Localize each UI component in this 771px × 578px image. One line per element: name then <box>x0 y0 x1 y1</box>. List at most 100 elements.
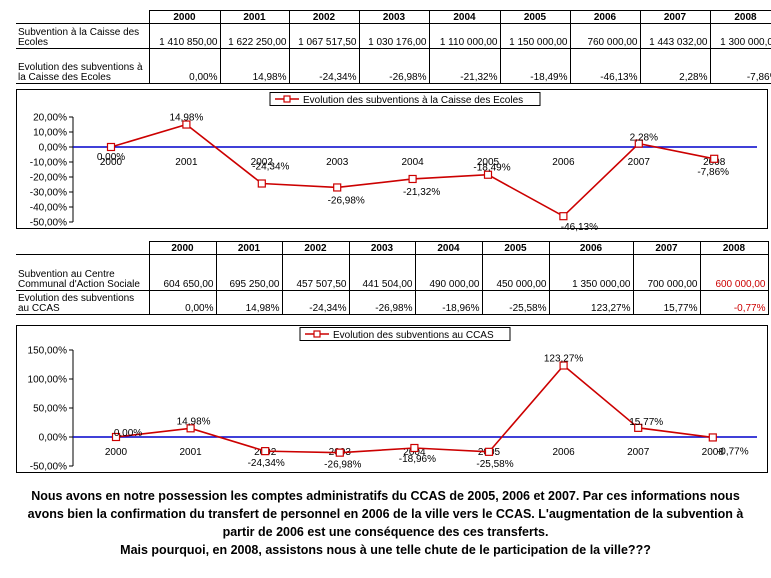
data-label: -18,96% <box>399 454 436 465</box>
year-header: 2005 <box>481 241 550 255</box>
table-cell: 760 000,00 <box>569 23 641 49</box>
data-point <box>559 212 568 221</box>
table-row: Subvention à la Caisse des Ecoles 1 410 … <box>16 23 771 49</box>
row-label: Subvention au Centre Communal d'Action S… <box>16 254 150 291</box>
row-label: Subvention à la Caisse des Ecoles <box>16 23 150 49</box>
data-point <box>111 432 121 442</box>
x-tick-label: 2001 <box>179 447 202 458</box>
data-point <box>559 361 568 370</box>
row-label: Evolution des subventions à la Caisse de… <box>16 48 150 84</box>
table-cell: 123,27% <box>548 290 634 315</box>
commentary-line: Mais pourquoi, en 2008, assistons nous à… <box>120 543 651 557</box>
y-tick-label: -40,00% <box>30 203 67 214</box>
data-label: -0,77% <box>717 446 749 457</box>
table-cell: 441 504,00 <box>348 254 416 291</box>
table-cell: -26,98% <box>348 290 416 315</box>
data-point <box>483 170 493 179</box>
row-label: Evolution des subventions au CCAS <box>16 290 150 315</box>
table-cell: 14,98% <box>219 48 290 84</box>
x-tick-label: 2008 <box>702 447 725 458</box>
year-header: 2004 <box>428 10 501 24</box>
year-header: 2001 <box>215 241 283 255</box>
y-tick-label: 100,00% <box>28 375 68 386</box>
x-tick-label: 2002 <box>251 157 274 168</box>
year-header: 2003 <box>358 10 430 24</box>
data-label: 0,00% <box>97 152 125 163</box>
table-cell: 700 000,00 <box>632 254 701 291</box>
year-header: 2006 <box>548 241 634 255</box>
table-cell: 1 622 250,00 <box>219 23 290 49</box>
data-point <box>186 424 195 433</box>
table-cell: 1 067 517,50 <box>288 23 360 49</box>
y-tick-label: -50,00% <box>30 218 67 229</box>
data-point <box>634 423 643 432</box>
data-point <box>261 447 270 456</box>
table-cell: 457 507,50 <box>281 254 350 291</box>
data-label: -26,98% <box>328 195 365 206</box>
legend-label: Evolution des subventions au CCAS <box>333 330 494 341</box>
data-point <box>106 142 116 152</box>
x-tick-label: 2006 <box>552 157 575 168</box>
table-cell: 1 150 000,00 <box>499 23 571 49</box>
table-cell: -24,34% <box>288 48 360 84</box>
table-cell: 15,77% <box>632 290 701 315</box>
y-tick-label: 20,00% <box>33 113 67 124</box>
caisse-ecoles-table: 2000 2001 2002 2003 2004 2005 2006 2007 … <box>16 10 771 84</box>
table-header-row: 2000 2001 2002 2003 2004 2005 2006 2007 … <box>16 241 769 255</box>
legend-box <box>299 327 511 341</box>
table-cell: 1 410 850,00 <box>148 23 221 49</box>
table-header-row: 2000 2001 2002 2003 2004 2005 2006 2007 … <box>16 10 771 24</box>
table-cell: 604 650,00 <box>148 254 217 291</box>
data-label: -21,32% <box>403 187 440 198</box>
x-tick-label: 2001 <box>175 157 198 168</box>
data-point <box>408 174 417 184</box>
series-line <box>115 364 713 454</box>
y-tick-label: -20,00% <box>30 173 67 184</box>
ccas-table: 2000 2001 2002 2003 2004 2005 2006 2007 … <box>16 241 769 315</box>
table-cell: 1 110 000,00 <box>428 23 501 49</box>
series-line <box>110 123 715 218</box>
table-cell: 0,00% <box>148 290 217 315</box>
year-header: 2008 <box>709 10 771 24</box>
y-tick-label: -10,00% <box>30 158 67 169</box>
y-tick-label: 10,00% <box>33 128 67 139</box>
data-point <box>484 447 494 456</box>
legend-marker <box>313 330 321 338</box>
table-cell: 1 443 032,00 <box>639 23 711 49</box>
year-header: 2007 <box>639 10 711 24</box>
data-point <box>710 154 719 163</box>
data-label: -18,49% <box>473 163 510 174</box>
data-point <box>708 433 717 442</box>
data-label: -26,98% <box>324 460 361 471</box>
commentary-line: avons bien la confirmation du transfert … <box>27 507 744 521</box>
data-label: -24,34% <box>248 458 285 469</box>
x-tick-label: 2000 <box>105 447 128 458</box>
x-tick-label: 2004 <box>401 157 424 168</box>
x-tick-label: 2005 <box>477 157 500 168</box>
data-label: 0,00% <box>114 428 142 439</box>
x-tick-label: 2004 <box>403 447 426 458</box>
y-tick-label: -50,00% <box>30 462 67 473</box>
y-tick-label: 0,00% <box>39 143 67 154</box>
table-row: Evolution des subventions au CCAS 0,00% … <box>16 290 769 315</box>
x-tick-label: 2003 <box>326 157 349 168</box>
table-cell: 695 250,00 <box>215 254 283 291</box>
commentary-line: partir de 2006 est une conséquence des c… <box>222 525 549 539</box>
table-row: Subvention au Centre Communal d'Action S… <box>16 254 769 291</box>
year-header: 2003 <box>348 241 416 255</box>
legend-label: Evolution des subventions à la Caisse de… <box>303 95 523 106</box>
table-row: Evolution des subventions à la Caisse de… <box>16 48 771 84</box>
table-cell: 1 350 000,00 <box>548 254 634 291</box>
data-point <box>182 120 191 129</box>
table-cell: -21,32% <box>428 48 501 84</box>
table-cell: -18,49% <box>499 48 571 84</box>
y-tick-label: 0,00% <box>39 433 67 444</box>
x-tick-label: 2000 <box>100 157 123 168</box>
y-tick-label: -30,00% <box>30 188 67 199</box>
data-point <box>257 179 266 188</box>
data-point <box>410 443 419 453</box>
table-cell: -46,13% <box>569 48 641 84</box>
table-cell: -25,58% <box>481 290 550 315</box>
data-label: 14,98% <box>169 113 203 124</box>
data-point <box>333 183 342 192</box>
